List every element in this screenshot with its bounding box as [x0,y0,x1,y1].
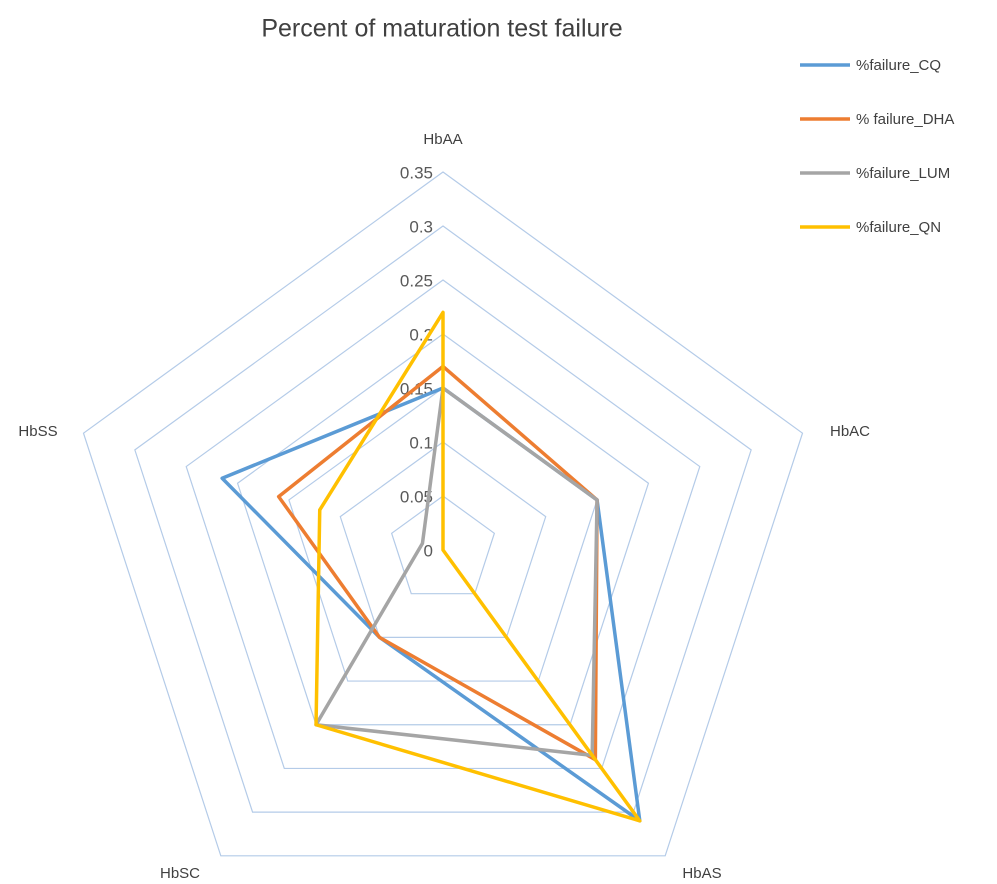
y-tick-label: 0.3 [409,217,433,236]
series-line [220,386,642,823]
category-label: HbAC [830,423,870,440]
legend-label: %failure_CQ [856,57,941,74]
series-line [276,364,599,762]
legend-label: % failure_DHA [856,111,954,128]
grid-line [82,171,804,857]
series-line [314,310,642,823]
chart-title: Percent of maturation test failure [261,15,622,43]
legend-label: %failure_QN [856,219,941,236]
y-tick-label: 0.05 [400,487,433,506]
category-label: HbSS [18,423,57,440]
grid-line [339,441,547,638]
y-tick-label: 0.1 [409,433,433,452]
grid-line [134,225,752,813]
grid-line [185,279,701,770]
y-tick-label: 0 [424,541,433,560]
category-label: HbSC [160,865,200,882]
y-tick-label: 0.35 [400,163,433,182]
series-line [314,386,599,758]
category-label: HbAA [423,131,462,148]
y-tick-label: 0.25 [400,271,433,290]
category-label: HbAS [682,865,721,882]
legend-label: %failure_LUM [856,165,950,182]
grid-line [390,495,496,595]
